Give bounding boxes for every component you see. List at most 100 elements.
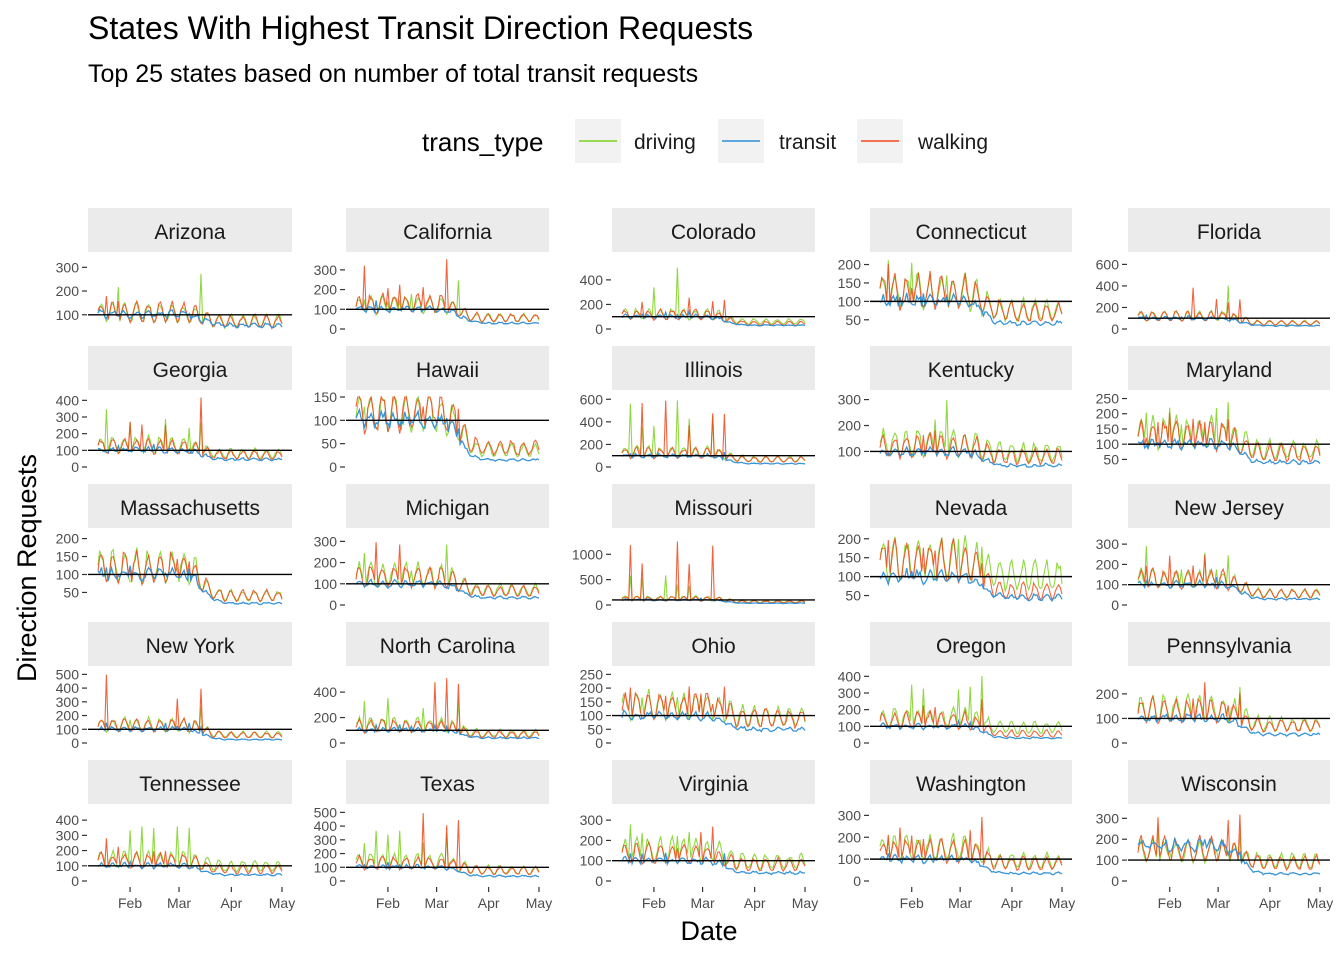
strip-label-virginia: Virginia (679, 773, 749, 796)
series-line-walking (621, 826, 806, 873)
strip-label-hawaii: Hawaii (416, 359, 479, 382)
y-tick-label: 100 (1096, 436, 1120, 452)
legend-label-driving: driving (634, 131, 696, 154)
panel-north-carolina: North Carolina 0 200 400 (314, 622, 549, 751)
y-tick-label: 0 (1111, 873, 1119, 889)
strip-label-texas: Texas (420, 773, 475, 796)
y-tick-label: 100 (314, 576, 338, 592)
y-tick-label: 200 (56, 426, 80, 442)
legend-key-walking (857, 119, 903, 163)
y-tick-label: 200 (838, 829, 862, 845)
y-tick-label: 0 (329, 597, 337, 613)
series-line-driving (355, 544, 540, 598)
y-tick-label: 200 (1096, 406, 1120, 422)
y-tick-label: 150 (56, 549, 80, 565)
y-tick-label: 400 (1096, 278, 1120, 294)
series-line-transit (1137, 576, 1321, 601)
y-tick-label: 0 (329, 735, 337, 751)
y-tick-label: 300 (838, 685, 862, 701)
y-tick-label: 0 (71, 735, 79, 751)
x-tick-label: Feb (118, 895, 142, 911)
y-tick-label: 0 (1111, 321, 1119, 337)
series-line-walking (879, 699, 1063, 738)
y-tick-label: 300 (580, 812, 604, 828)
y-tick-label: 50 (63, 584, 79, 600)
strip-massachusetts (88, 484, 292, 528)
series-line-transit (355, 407, 540, 462)
y-tick-label: 0 (1111, 597, 1119, 613)
y-tick-label: 300 (314, 832, 338, 848)
series-line-walking (97, 397, 283, 461)
strip-connecticut (870, 208, 1072, 252)
strip-new-york (88, 622, 292, 666)
panel-nevada: Nevada 50 100 150 200 (838, 484, 1072, 604)
y-tick-label: 0 (853, 735, 861, 751)
x-tick-label: May (269, 895, 295, 911)
y-tick-label: 400 (314, 818, 338, 834)
y-tick-label: 0 (71, 459, 79, 475)
y-tick-label: 300 (1096, 536, 1120, 552)
series-line-driving (97, 826, 283, 874)
strip-label-ohio: Ohio (691, 635, 735, 658)
series-line-walking (621, 297, 806, 327)
strip-label-tennessee: Tennessee (139, 773, 241, 796)
y-tick-label: 300 (56, 694, 80, 710)
legend-title: trans_type (422, 127, 543, 157)
strip-missouri (612, 484, 815, 528)
panel-connecticut: Connecticut 50 100 150 200 (838, 208, 1072, 328)
y-tick-label: 400 (56, 812, 80, 828)
x-tick-label: May (526, 895, 552, 911)
y-tick-label: 200 (1096, 556, 1120, 572)
y-tick-label: 400 (580, 272, 604, 288)
strip-label-new-york: New York (146, 635, 235, 658)
y-tick-label: 50 (845, 588, 861, 604)
x-tick-label: Mar (691, 895, 715, 911)
legend-label-transit: transit (779, 131, 836, 154)
x-tick-label: May (1049, 895, 1075, 911)
series-line-transit (97, 859, 283, 877)
y-tick-label: 100 (56, 442, 80, 458)
y-tick-label: 100 (1096, 852, 1120, 868)
legend-key-transit (718, 119, 764, 163)
y-tick-label: 500 (580, 572, 604, 588)
series-line-driving (879, 400, 1063, 465)
strip-label-illinois: Illinois (684, 359, 742, 382)
x-tick-label: Mar (167, 895, 191, 911)
y-tick-label: 200 (580, 680, 604, 696)
panel-california: California 0 100 200 300 (314, 208, 549, 337)
y-tick-label: 200 (314, 710, 338, 726)
strip-tennessee (88, 760, 292, 804)
strip-illinois (612, 346, 815, 390)
legend-key-driving (575, 119, 621, 163)
y-tick-label: 200 (314, 846, 338, 862)
strip-label-missouri: Missouri (674, 497, 752, 520)
y-tick-label: 600 (580, 391, 604, 407)
series-line-walking (1137, 814, 1321, 872)
strip-michigan (346, 484, 549, 528)
y-tick-label: 0 (329, 873, 337, 889)
strip-pennsylvania (1128, 622, 1330, 666)
panel-michigan: Michigan 0 100 200 300 (314, 484, 549, 613)
panel-wisconsin: Wisconsin 0 100 200 300 Feb Mar Apr May (1096, 760, 1333, 911)
y-tick-label: 0 (1111, 735, 1119, 751)
series-line-driving (621, 824, 806, 871)
y-tick-label: 0 (853, 873, 861, 889)
strip-georgia (88, 346, 292, 390)
series-line-walking (879, 538, 1063, 602)
series-line-walking (879, 264, 1063, 322)
strip-label-maryland: Maryland (1186, 359, 1272, 382)
y-tick-label: 0 (595, 597, 603, 613)
y-tick-label: 200 (56, 843, 80, 859)
series-line-walking (1137, 412, 1321, 463)
strip-label-massachusetts: Massachusetts (120, 497, 260, 520)
y-tick-label: 100 (838, 569, 862, 585)
series-line-walking (621, 400, 806, 463)
x-tick-label: Mar (948, 895, 972, 911)
series-line-walking (355, 259, 540, 324)
series-line-transit (879, 445, 1063, 468)
panel-new-jersey: New Jersey 0 100 200 300 (1096, 484, 1330, 613)
y-tick-label: 400 (56, 392, 80, 408)
